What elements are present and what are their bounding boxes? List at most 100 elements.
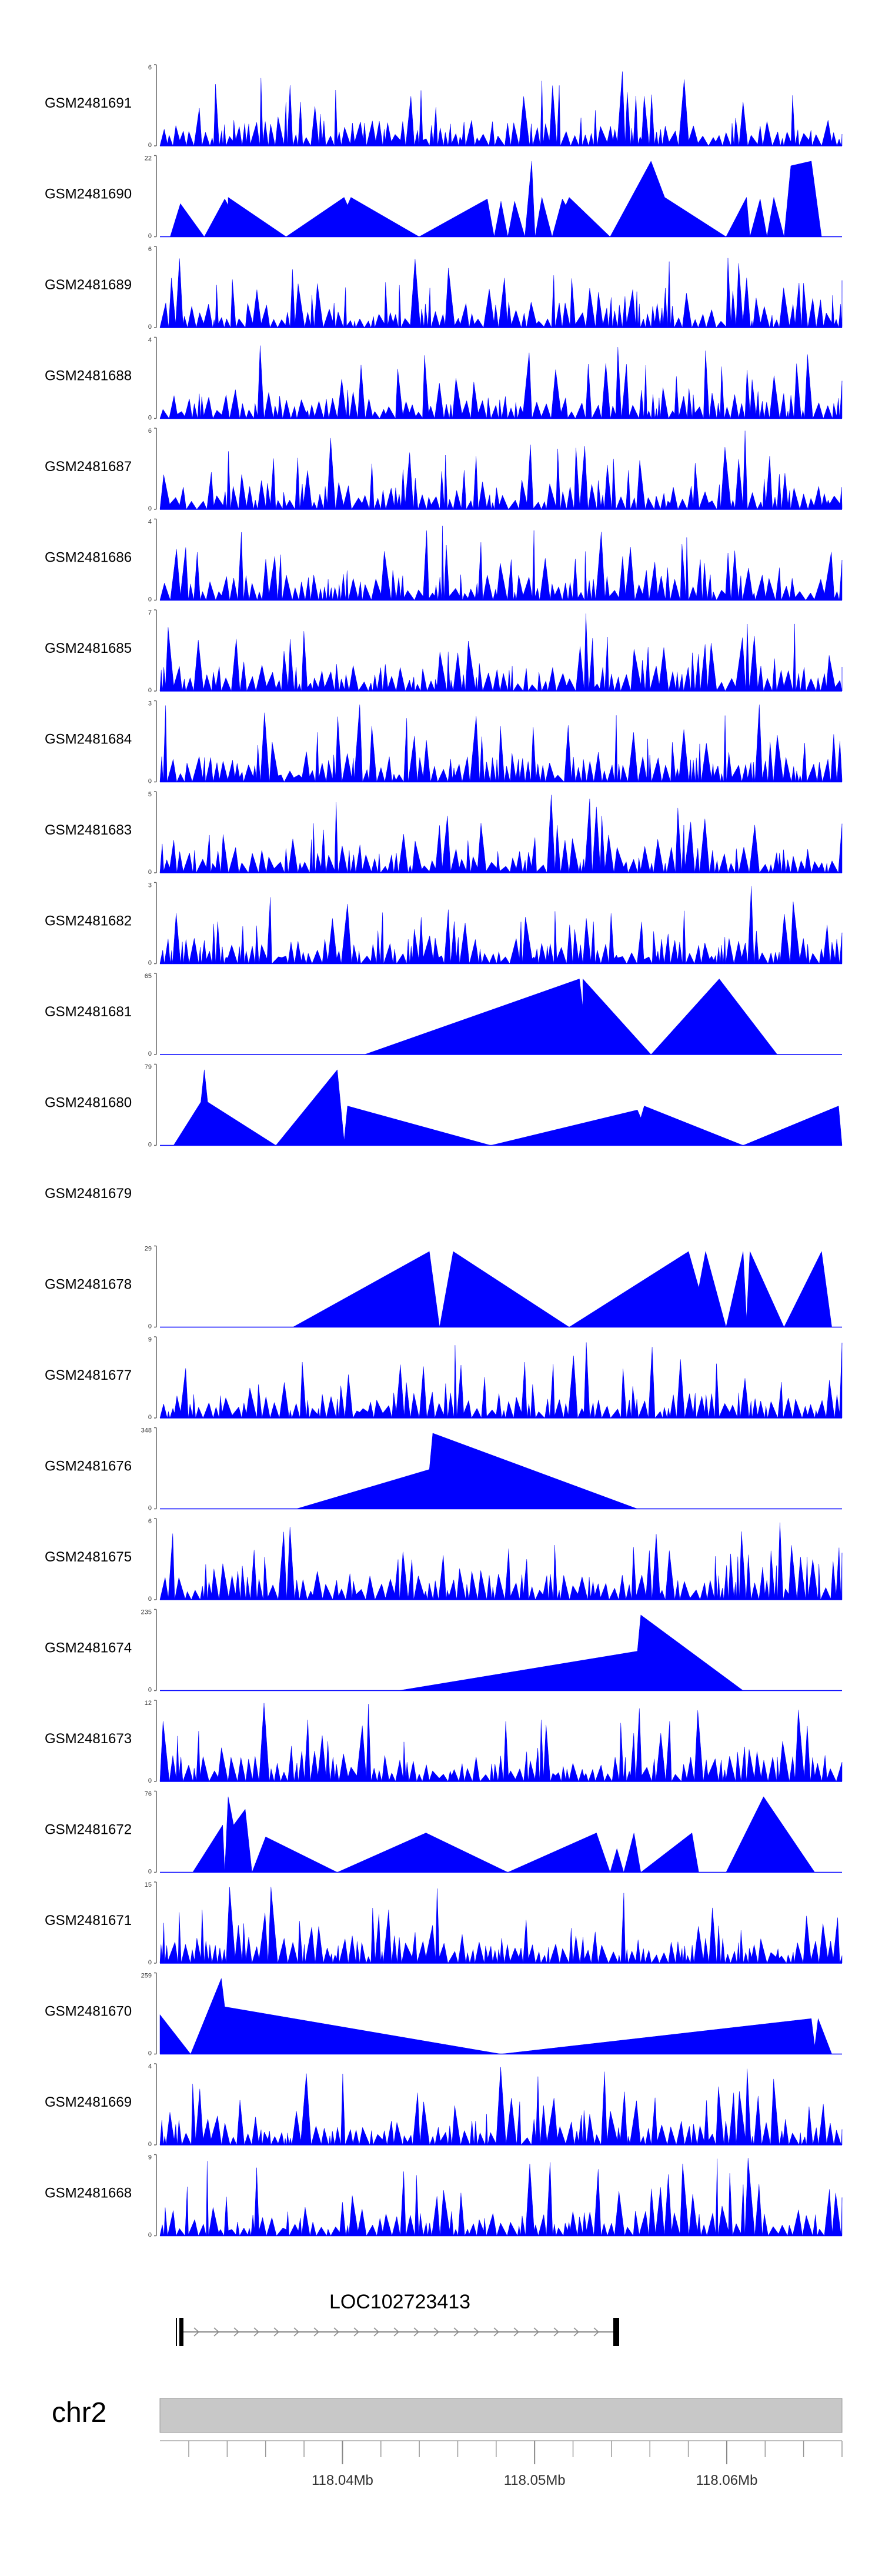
coverage-area bbox=[159, 1887, 843, 1964]
track-GSM2481679: GSM2481679 bbox=[45, 1186, 132, 1202]
strand-arrow bbox=[593, 2327, 600, 2337]
track-ymin-label: 0 bbox=[148, 233, 152, 240]
track-ymin-label: 0 bbox=[148, 1142, 152, 1149]
track-ymin-label: 0 bbox=[148, 1868, 152, 1876]
track-ymin-label: 0 bbox=[148, 1505, 152, 1512]
track-GSM2481683: GSM2481683 5 0 bbox=[45, 791, 843, 876]
track-ymax-label: 4 bbox=[148, 519, 152, 526]
track-label: GSM2481688 bbox=[45, 368, 132, 384]
track-GSM2481674: GSM2481674 235 0 bbox=[45, 1609, 842, 1694]
track-GSM2481688: GSM2481688 4 0 bbox=[45, 337, 843, 422]
track-GSM2481677: GSM2481677 9 0 bbox=[45, 1336, 843, 1421]
track-GSM2481681: GSM2481681 65 0 bbox=[45, 973, 842, 1057]
track-label: GSM2481680 bbox=[45, 1095, 132, 1111]
track-ymax-label: 7 bbox=[148, 609, 152, 616]
track-ymax-label: 65 bbox=[145, 973, 152, 980]
coverage-area bbox=[159, 71, 843, 146]
track-label: GSM2481677 bbox=[45, 1367, 132, 1383]
coverage-area bbox=[292, 1251, 832, 1328]
track-ymin-label: 0 bbox=[148, 505, 152, 512]
track-ymax-label: 12 bbox=[145, 1700, 152, 1707]
track-label: GSM2481671 bbox=[45, 1913, 132, 1928]
coverage-area bbox=[159, 431, 843, 510]
track-ymax-label: 22 bbox=[145, 155, 152, 162]
coverage-area bbox=[159, 1703, 843, 1782]
track-GSM2481671: GSM2481671 15 0 bbox=[45, 1881, 843, 1966]
track-ymin-label: 0 bbox=[148, 869, 152, 876]
track-ymin-label: 0 bbox=[148, 323, 152, 331]
track-ymin-label: 0 bbox=[148, 142, 152, 149]
track-GSM2481678: GSM2481678 29 0 bbox=[45, 1246, 842, 1330]
strand-arrow bbox=[573, 2327, 580, 2337]
strand-arrow bbox=[273, 2327, 280, 2337]
strand-arrow bbox=[473, 2327, 480, 2337]
gene-exon bbox=[179, 2318, 183, 2346]
track-ymin-label: 0 bbox=[148, 2232, 152, 2239]
genome-axis: chr2 118.04Mb 118.05Mb 118.06Mb bbox=[52, 2397, 843, 2488]
track-ymin-label: 0 bbox=[148, 1050, 152, 1057]
track-ymin-label: 0 bbox=[148, 1687, 152, 1694]
track-ymin-label: 0 bbox=[148, 1777, 152, 1784]
track-GSM2481687: GSM2481687 6 0 bbox=[45, 428, 843, 512]
axis-tick-label: 118.05Mb bbox=[504, 2472, 566, 2488]
strand-arrow bbox=[513, 2327, 520, 2337]
track-label: GSM2481675 bbox=[45, 1549, 132, 1565]
track-label: GSM2481690 bbox=[45, 186, 132, 202]
strand-arrow bbox=[553, 2327, 560, 2337]
track-label: GSM2481676 bbox=[45, 1459, 132, 1474]
coverage-area bbox=[159, 613, 843, 692]
track-GSM2481669: GSM2481669 4 0 bbox=[45, 2063, 843, 2148]
track-label: GSM2481682 bbox=[45, 913, 132, 929]
coverage-area bbox=[173, 1069, 843, 1146]
coverage-area bbox=[159, 525, 843, 601]
track-GSM2481676: GSM2481676 348 0 bbox=[45, 1427, 842, 1512]
track-ymax-label: 5 bbox=[148, 791, 152, 798]
coverage-area bbox=[159, 2157, 843, 2237]
track-GSM2481691: GSM2481691 6 0 bbox=[45, 64, 843, 149]
track-ymin-label: 0 bbox=[148, 1959, 152, 1966]
track-ymin-label: 0 bbox=[148, 778, 152, 785]
track-label: GSM2481668 bbox=[45, 2185, 132, 2201]
track-label: GSM2481691 bbox=[45, 95, 132, 111]
coverage-area bbox=[170, 161, 822, 238]
track-ymax-label: 6 bbox=[148, 246, 152, 253]
coverage-area bbox=[159, 345, 843, 419]
track-label: GSM2481684 bbox=[45, 732, 132, 748]
track-ymax-label: 6 bbox=[148, 428, 152, 435]
track-label: GSM2481685 bbox=[45, 640, 132, 656]
track-label: GSM2481681 bbox=[45, 1004, 132, 1020]
track-GSM2481673: GSM2481673 12 0 bbox=[45, 1700, 843, 1784]
track-label: GSM2481686 bbox=[45, 550, 132, 566]
strand-arrow bbox=[533, 2327, 540, 2337]
coverage-area bbox=[159, 1342, 843, 1419]
track-GSM2481685: GSM2481685 7 0 bbox=[45, 609, 843, 694]
track-GSM2481675: GSM2481675 6 0 bbox=[45, 1518, 843, 1603]
strand-arrow bbox=[213, 2327, 220, 2337]
coverage-area bbox=[192, 1796, 828, 1873]
track-ymin-label: 0 bbox=[148, 960, 152, 967]
track-ymax-label: 9 bbox=[148, 1336, 152, 1343]
track-ymin-label: 0 bbox=[148, 1596, 152, 1603]
strand-arrow bbox=[373, 2327, 380, 2337]
strand-arrow bbox=[313, 2327, 320, 2337]
track-ymax-label: 29 bbox=[145, 1246, 152, 1253]
track-ymin-label: 0 bbox=[148, 596, 152, 603]
track-ymax-label: 9 bbox=[148, 2154, 152, 2161]
track-ymax-label: 3 bbox=[148, 700, 152, 708]
strand-arrow bbox=[333, 2327, 340, 2337]
strand-arrow bbox=[233, 2327, 240, 2337]
coverage-area bbox=[159, 795, 843, 873]
strand-arrow bbox=[453, 2327, 460, 2337]
track-ymax-label: 348 bbox=[141, 1427, 152, 1434]
track-GSM2481686: GSM2481686 4 0 bbox=[45, 519, 843, 603]
gene-exon bbox=[613, 2318, 619, 2346]
strand-arrow bbox=[193, 2327, 200, 2337]
axis-tick-label: 118.04Mb bbox=[312, 2472, 373, 2488]
track-ymin-label: 0 bbox=[148, 2050, 152, 2057]
track-ymin-label: 0 bbox=[148, 1414, 152, 1421]
coverage-area bbox=[398, 1614, 744, 1691]
track-label: GSM2481689 bbox=[45, 277, 132, 293]
track-ymin-label: 0 bbox=[148, 687, 152, 694]
track-ymax-label: 6 bbox=[148, 1518, 152, 1525]
